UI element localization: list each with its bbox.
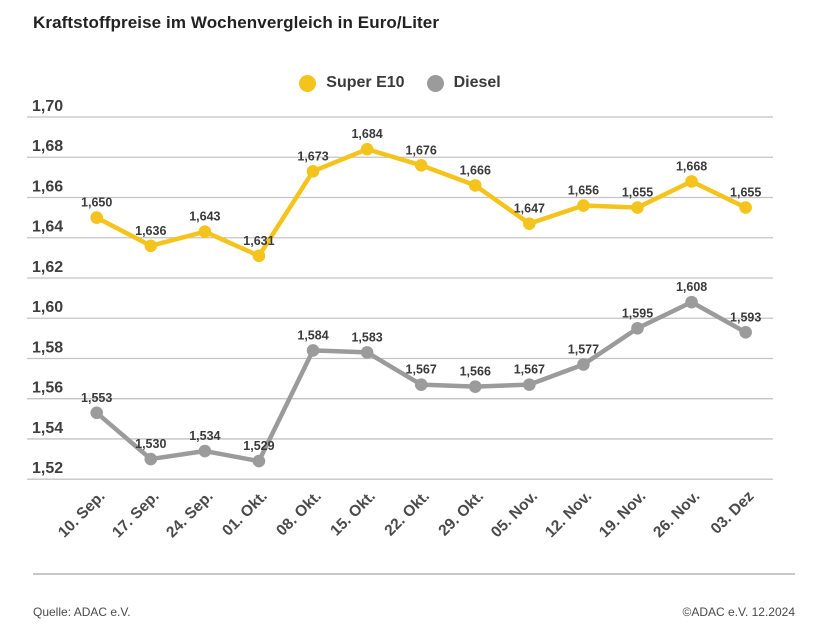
x-axis-tick-label: 08. Okt. [273,488,325,540]
data-point-label-super-e10: 1,676 [406,143,437,157]
x-axis-tick-label: 19. Nov. [596,488,649,541]
data-point-super-e10 [90,211,103,224]
legend-marker-super-e10-icon [299,74,317,92]
chart-legend: Super E10 Diesel [0,74,800,92]
data-point-super-e10 [739,201,752,214]
legend-marker-diesel-icon [426,74,444,92]
data-point-super-e10 [685,175,698,188]
page-title: Kraftstoffpreise im Wochenvergleich in E… [33,13,440,32]
data-point-super-e10 [198,225,212,238]
data-point-label-diesel: 1,530 [135,437,166,451]
y-axis-tick-label: 1,70 [32,98,63,115]
data-point-label-diesel: 1,534 [189,429,220,443]
data-point-diesel [577,358,590,371]
x-axis-tick-label: 22. Okt. [381,488,433,540]
data-point-label-super-e10: 1,647 [514,202,545,216]
data-point-label-diesel: 1,593 [730,310,761,324]
data-point-super-e10 [414,158,428,172]
data-point-label-super-e10: 1,631 [243,234,274,248]
y-axis-tick-label: 1,64 [32,219,63,236]
data-point-label-diesel: 1,583 [351,330,382,344]
data-point-label-super-e10: 1,673 [297,149,328,163]
legend-label-diesel: Diesel [453,74,501,91]
data-point-super-e10 [306,165,320,178]
data-point-label-super-e10: 1,668 [676,159,707,173]
y-axis-tick-label: 1,60 [32,299,63,316]
data-point-label-super-e10: 1,650 [81,196,112,210]
data-point-diesel [523,378,536,391]
y-axis-tick-label: 1,62 [32,259,63,276]
data-point-super-e10 [360,142,374,156]
data-point-label-super-e10: 1,656 [568,184,599,198]
y-axis-tick-label: 1,52 [32,460,63,477]
legend-item-super-e10: Super E10 [299,74,405,92]
x-axis-tick-label: 12. Nov. [542,488,595,541]
data-point-label-super-e10: 1,655 [730,186,761,200]
legend-label-super-e10: Super E10 [326,74,405,91]
x-axis-tick-label: 10. Sep. [55,488,108,541]
x-axis-tick-label: 24. Sep. [163,488,216,541]
data-point-super-e10 [252,249,266,263]
data-point-label-super-e10: 1,684 [351,127,382,141]
data-point-super-e10 [577,199,590,212]
legend-item-diesel: Diesel [426,74,501,92]
data-point-diesel [468,380,482,393]
data-point-label-diesel: 1,567 [406,363,437,377]
x-axis-tick-label: 26. Nov. [650,488,703,541]
data-point-super-e10 [523,217,536,230]
data-point-diesel [414,378,428,391]
data-point-super-e10 [468,179,482,192]
x-axis-tick-label: 29. Okt. [435,488,487,540]
x-axis-tick-label: 15. Okt. [327,488,379,540]
data-point-label-super-e10: 1,636 [135,224,166,238]
data-point-diesel [631,321,644,335]
data-point-diesel [306,344,320,357]
data-point-label-diesel: 1,584 [297,328,328,342]
data-point-label-diesel: 1,595 [622,306,653,320]
footer-divider [33,573,795,575]
x-axis-tick-label: 05. Nov. [488,488,541,541]
y-axis-tick-label: 1,66 [32,178,63,195]
data-point-diesel [198,444,212,458]
data-point-super-e10 [631,201,644,214]
y-axis-tick-label: 1,56 [32,380,63,397]
y-axis-tick-label: 1,68 [32,138,63,155]
data-point-label-diesel: 1,577 [568,343,599,357]
data-point-diesel [685,295,698,309]
data-point-label-super-e10: 1,655 [622,186,653,200]
x-axis-tick-label: 17. Sep. [109,488,162,541]
data-point-label-diesel: 1,529 [243,439,274,453]
data-point-label-diesel: 1,567 [514,363,545,377]
x-axis-tick-label: 03. Dez [708,488,758,538]
data-point-diesel [144,452,158,466]
data-point-diesel [252,454,266,468]
data-point-diesel [360,346,374,359]
y-axis-tick-label: 1,54 [32,420,63,437]
data-point-diesel [739,326,752,339]
source-label: Quelle: ADAC e.V. [33,605,131,619]
x-axis-tick-label: 01. Okt. [219,488,271,540]
data-point-label-diesel: 1,553 [81,391,112,405]
y-axis-tick-label: 1,58 [32,339,63,356]
data-point-super-e10 [144,239,158,253]
data-point-label-super-e10: 1,643 [189,210,220,224]
data-point-label-super-e10: 1,666 [460,163,491,177]
data-point-label-diesel: 1,608 [676,280,707,294]
data-point-diesel [90,406,103,420]
chart-footer: Quelle: ADAC e.V. ©ADAC e.V. 12.2024 [33,605,795,619]
copyright-label: ©ADAC e.V. 12.2024 [682,605,795,619]
data-point-label-diesel: 1,566 [460,365,491,379]
